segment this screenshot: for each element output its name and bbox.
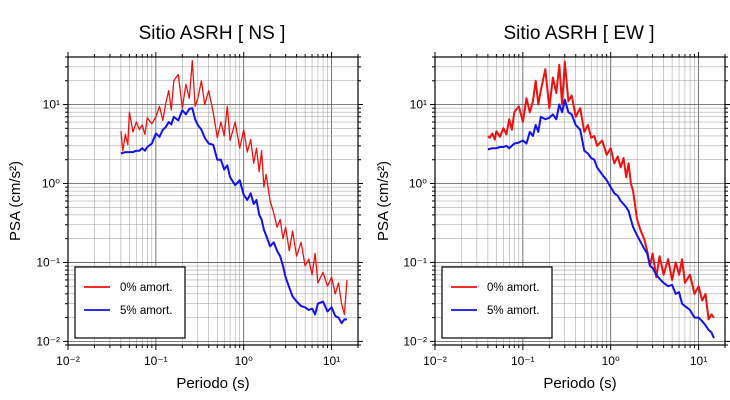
ticks-ew <box>430 52 730 350</box>
y-tick-label: 10⁰ <box>42 176 60 190</box>
x-tick-label: 10⁻¹ <box>511 354 535 368</box>
legend-box-ew <box>441 266 553 339</box>
legend-label-ns-1: 5% amort. <box>120 305 172 317</box>
y-tick-label: 10¹ <box>43 98 60 112</box>
y-tick-label: 10⁰ <box>409 176 427 190</box>
chart-title-ew: Sitio ASRH [ EW ] <box>504 23 655 44</box>
x-tick-label: 10⁻¹ <box>144 354 168 368</box>
series-line-ns-1 <box>120 107 347 325</box>
series-line-ew-1 <box>487 98 715 339</box>
x-tick-label: 10⁰ <box>602 354 620 368</box>
y-tick-label: 10⁻² <box>36 334 60 348</box>
series-line-ew-0 <box>487 60 715 321</box>
chart-title-ns: Sitio ASRH [ NS ] <box>139 23 286 44</box>
x-axis-label-ns: Periodo (s) <box>176 375 249 392</box>
legend-ew: 0% amort. 5% amort. <box>441 266 553 339</box>
grid-ew <box>434 56 726 346</box>
legend-label-ew-1: 5% amort. <box>487 305 539 317</box>
y-tick-label: 10⁻² <box>403 334 427 348</box>
y-tick-label: 10⁻¹ <box>403 255 427 269</box>
series-group-ns <box>120 59 348 325</box>
tick-labels-ns: 10⁻² 10⁻¹ 10⁰ 10¹ 10⁻² 10⁻¹ 10⁰ 10¹ <box>36 98 340 368</box>
legend-box-ns <box>74 266 186 339</box>
legend-label-ew-0: 0% amort. <box>487 282 539 294</box>
tick-labels-ew: 10⁻² 10⁻¹ 10⁰ 10¹ 10⁻² 10⁻¹ 10⁰ 10¹ <box>403 98 707 368</box>
panel-ew: Sitio ASRH [ EW ] 10⁻² 10⁻¹ 10⁰ 10¹ 10⁻² 10⁻¹… <box>375 23 730 392</box>
series-group-ew <box>487 60 715 339</box>
y-axis-label-ew: PSA (cm/s²) <box>375 161 392 241</box>
legend-ns: 0% amort. 5% amort. <box>74 266 186 339</box>
ticks-ns <box>63 52 363 350</box>
x-tick-label: 10¹ <box>690 354 707 368</box>
x-tick-label: 10⁻² <box>56 354 80 368</box>
legend-label-ns-0: 0% amort. <box>120 282 172 294</box>
x-axis-label-ew: Periodo (s) <box>543 375 616 392</box>
y-tick-label: 10⁻¹ <box>36 255 60 269</box>
y-axis-label-ns: PSA (cm/s²) <box>7 161 24 241</box>
panel-ns: Sitio ASRH [ NS ] 10⁻² 10⁻¹ 10⁰ 10¹ 10⁻² 10⁻¹… <box>7 23 363 392</box>
x-tick-label: 10⁻² <box>423 354 447 368</box>
series-line-ns-0 <box>120 59 348 316</box>
y-tick-label: 10¹ <box>410 98 427 112</box>
x-tick-label: 10¹ <box>323 354 340 368</box>
x-tick-label: 10⁰ <box>235 354 253 368</box>
